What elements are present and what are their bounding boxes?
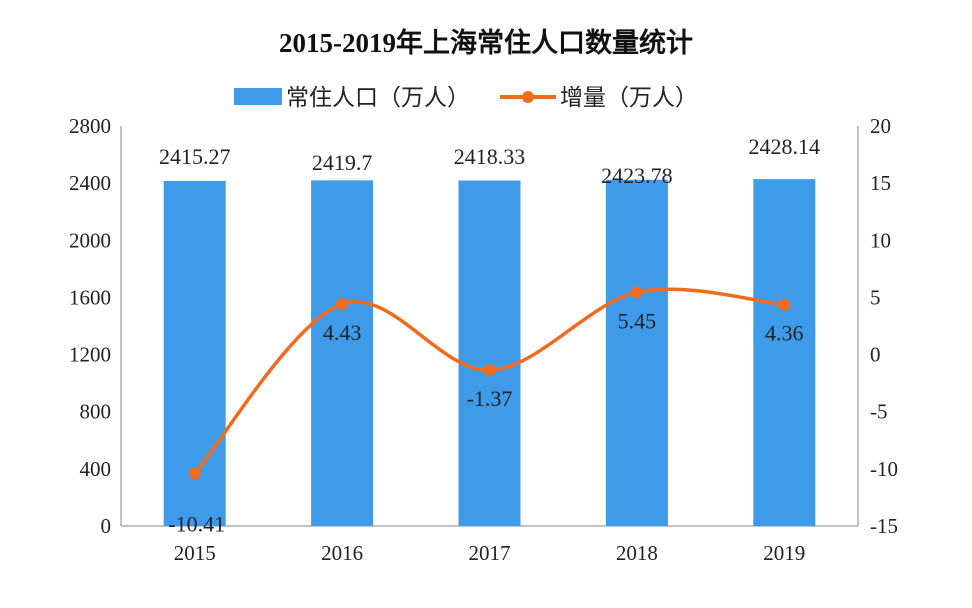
right-tick-label: -15: [870, 514, 898, 538]
bar-value-label: 2423.78: [601, 163, 673, 188]
line-value-label: -10.41: [168, 512, 225, 537]
left-tick-label: 0: [101, 514, 112, 538]
left-tick-label: 1600: [69, 285, 111, 309]
bar-value-label: 2419.7: [312, 150, 373, 175]
increase-line: [193, 287, 785, 475]
bar: [311, 180, 374, 527]
legend-label-bar: 常住人口（万人）: [286, 85, 470, 111]
right-tick-label: -10: [870, 457, 898, 481]
right-tick-label: 10: [870, 228, 891, 252]
increase-marker: [188, 467, 201, 480]
x-tick-label: 2017: [469, 541, 511, 565]
left-tick-label: 400: [80, 457, 112, 481]
x-tick-label: 2016: [321, 541, 363, 565]
increase-marker: [630, 286, 643, 299]
chart-title: 2015-2019年上海常住人口数量统计: [279, 27, 693, 58]
bar: [458, 180, 521, 526]
left-tick-label: 800: [80, 400, 112, 424]
increase-marker: [778, 298, 791, 311]
left-tick-label: 1200: [69, 343, 111, 367]
bar: [753, 179, 816, 526]
left-tick-label: 2400: [69, 171, 111, 195]
left-tick-label: 2800: [69, 114, 111, 138]
x-tick-label: 2018: [616, 541, 658, 565]
bar-value-label: 2415.27: [159, 144, 231, 169]
bar-value-label: 2418.33: [454, 144, 526, 169]
bar: [605, 179, 668, 526]
line-value-label: 5.45: [618, 308, 657, 333]
legend-swatch-bar: [234, 88, 282, 105]
increase-marker: [483, 364, 496, 377]
left-tick-label: 2000: [69, 228, 111, 252]
x-tick-label: 2015: [174, 541, 216, 565]
right-tick-label: -5: [870, 400, 888, 424]
right-tick-label: 15: [870, 171, 891, 195]
right-tick-label: 0: [870, 343, 881, 367]
line-value-label: 4.43: [323, 320, 362, 345]
legend-label-line: 增量（万人）: [560, 85, 698, 111]
legend-swatch-marker: [522, 91, 534, 103]
x-tick-label: 2019: [763, 541, 805, 565]
right-tick-label: 5: [870, 285, 881, 309]
increase-marker: [336, 297, 349, 310]
line-value-label: -1.37: [467, 386, 513, 411]
bar-value-label: 2428.14: [749, 134, 821, 159]
right-tick-label: 20: [870, 114, 891, 138]
line-value-label: 4.36: [765, 321, 804, 346]
legend: 常住人口（万人） 增量（万人）: [234, 85, 698, 111]
